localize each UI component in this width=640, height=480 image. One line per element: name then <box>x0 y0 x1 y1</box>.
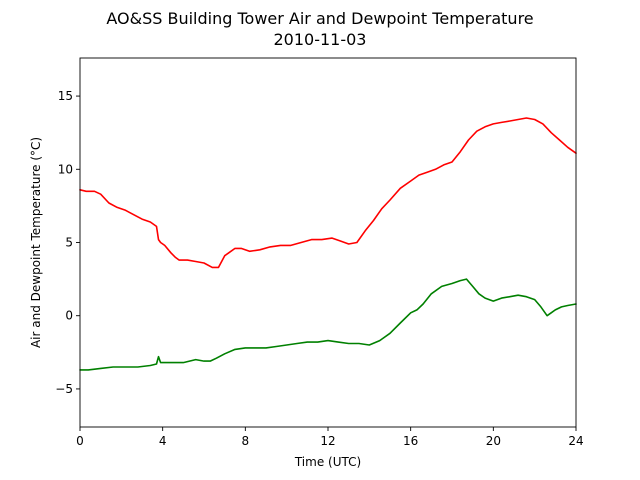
dewpoint-temperature-line <box>79 278 577 371</box>
air-temperature-line <box>79 117 577 269</box>
x-axis: 0 4 8 12 16 20 24 <box>76 427 584 448</box>
chart-subtitle: 2010-11-03 <box>274 30 367 49</box>
series-layer <box>79 117 577 371</box>
x-tick-label: 0 <box>76 434 84 448</box>
x-tick-label: 16 <box>403 434 418 448</box>
chart-title: AO&SS Building Tower Air and Dewpoint Te… <box>106 9 533 28</box>
y-tick-label: −5 <box>55 382 73 396</box>
x-tick-label: 12 <box>320 434 335 448</box>
x-tick-label: 20 <box>486 434 501 448</box>
y-tick-label: 10 <box>58 162 73 176</box>
y-axis-label: Air and Dewpoint Temperature (°C) <box>29 137 43 348</box>
y-tick-label: 15 <box>58 89 73 103</box>
x-tick-label: 4 <box>159 434 167 448</box>
y-tick-label: 0 <box>65 309 73 323</box>
y-axis: −5 0 5 10 15 <box>55 89 80 396</box>
x-tick-label: 8 <box>242 434 250 448</box>
x-tick-label: 24 <box>568 434 583 448</box>
y-tick-label: 5 <box>65 236 73 250</box>
x-axis-label: Time (UTC) <box>294 455 361 469</box>
plot-frame <box>79 57 577 428</box>
